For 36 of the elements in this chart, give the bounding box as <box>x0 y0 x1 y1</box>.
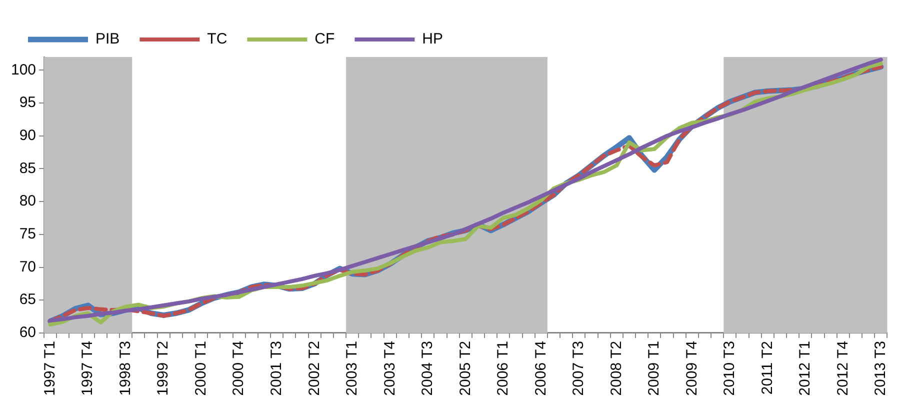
x-tick-label: 2002 T2 <box>306 340 323 396</box>
x-tick-label: 1997 T4 <box>79 340 96 396</box>
y-tick-label: 90 <box>19 126 36 144</box>
x-tick-label: 2000 T1 <box>192 340 210 396</box>
x-tick-label: 2000 T4 <box>230 340 248 396</box>
legend-label: HP <box>422 30 444 48</box>
x-tick-label: 2005 T2 <box>456 340 474 396</box>
x-tick-label: 2010 T3 <box>721 340 738 396</box>
x-tick-label: 1999 T2 <box>154 340 172 396</box>
y-tick-label: 80 <box>19 192 36 210</box>
y-tick-label: 100 <box>10 61 36 78</box>
x-tick-label: 2009 T4 <box>683 340 700 396</box>
y-tick-label: 75 <box>19 226 36 243</box>
y-tick-label: 65 <box>19 291 36 308</box>
legend-label: TC <box>207 30 228 48</box>
x-tick-label: 2003 T4 <box>381 340 398 396</box>
x-tick-label: 2001 T3 <box>268 340 285 396</box>
x-tick-label: 2003 T1 <box>344 340 361 396</box>
x-tick-label: 2012 T4 <box>834 340 852 396</box>
y-tick-label: 85 <box>19 160 36 177</box>
y-tick-label: 95 <box>19 94 36 112</box>
x-tick-label: 2004 T3 <box>419 340 436 396</box>
x-tick-label: 2009 T1 <box>646 340 663 396</box>
legend-label: PIB <box>96 30 120 48</box>
x-tick-label: 1997 T1 <box>41 340 58 396</box>
legend-label: CF <box>314 30 335 48</box>
x-tick-label: 2008 T2 <box>608 340 625 396</box>
x-tick-label: 1998 T3 <box>116 340 134 396</box>
x-tick-label: 2007 T3 <box>570 340 588 396</box>
x-tick-label: 2006 T4 <box>532 340 550 396</box>
x-tick-label: 2013 T3 <box>872 340 890 396</box>
y-tick-label: 60 <box>19 324 36 342</box>
y-tick-label: 70 <box>19 258 36 276</box>
x-tick-label: 2012 T1 <box>796 340 814 396</box>
x-tick-label: 2011 T2 <box>758 340 776 395</box>
x-tick-label: 2006 T1 <box>494 340 512 396</box>
